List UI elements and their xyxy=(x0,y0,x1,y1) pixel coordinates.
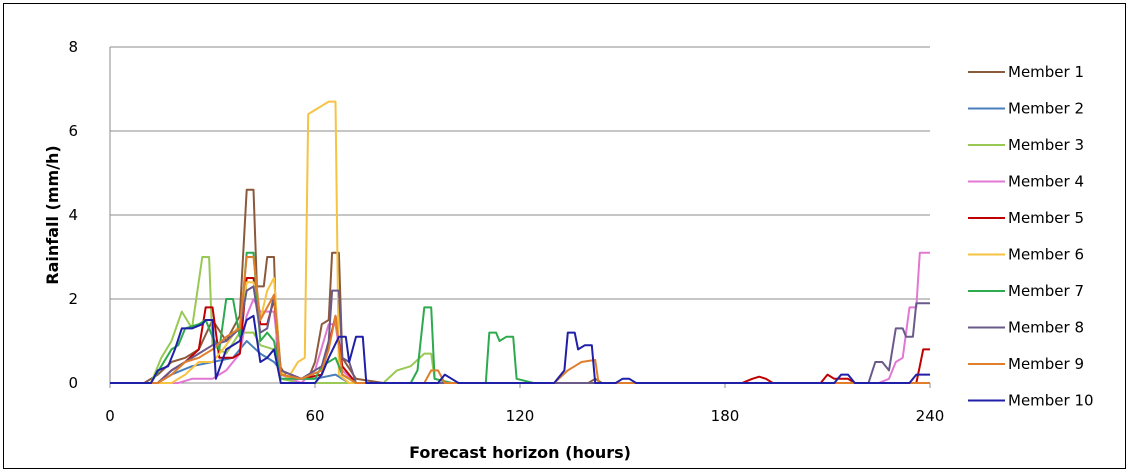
y-tick-label: 0 xyxy=(68,374,78,392)
y-tick-label: 6 xyxy=(68,122,78,140)
legend-label-member-6: Member 6 xyxy=(1008,246,1084,264)
axes xyxy=(109,47,931,388)
series-line-member-2 xyxy=(110,340,930,384)
y-tick-label: 4 xyxy=(68,206,78,224)
y-axis-title: Rainfall (mm/h) xyxy=(43,145,62,285)
legend-label-member-3: Member 3 xyxy=(1008,136,1084,154)
series-lines xyxy=(110,100,930,384)
legend-label-member-9: Member 9 xyxy=(1008,355,1084,373)
legend: Member 1 Member 2 Member 3 Member 4 Member 5… xyxy=(968,63,1094,410)
legend-label-member-7: Member 7 xyxy=(1008,282,1084,300)
x-tick-label: 240 xyxy=(916,407,945,425)
legend-label-member-2: Member 2 xyxy=(1008,100,1084,118)
legend-label-member-4: Member 4 xyxy=(1008,173,1084,191)
tick-labels: 0 2 4 6 8 0 60 120 180 240 xyxy=(68,38,944,425)
series-line-member-7 xyxy=(110,251,930,384)
series-line-member-9 xyxy=(110,256,930,384)
x-tick-label: 60 xyxy=(305,407,324,425)
x-tick-label: 180 xyxy=(711,407,740,425)
series-line-member-3 xyxy=(110,256,930,384)
series-line-member-4 xyxy=(110,251,930,384)
legend-label-member-8: Member 8 xyxy=(1008,319,1084,337)
legend-label-member-10: Member 10 xyxy=(1008,392,1094,410)
series-line-member-6 xyxy=(110,100,930,384)
legend-label-member-1: Member 1 xyxy=(1008,63,1084,81)
series-line-member-10 xyxy=(110,314,930,384)
x-tick-label: 120 xyxy=(506,407,535,425)
y-tick-label: 8 xyxy=(68,38,78,56)
series-line-member-1 xyxy=(110,188,930,384)
x-axis-title: Forecast horizon (hours) xyxy=(409,443,631,462)
y-tick-label: 2 xyxy=(68,290,78,308)
gridlines xyxy=(110,46,930,300)
legend-label-member-5: Member 5 xyxy=(1008,209,1084,227)
chart-frame xyxy=(3,3,1126,469)
x-tick-label: 0 xyxy=(105,407,115,425)
